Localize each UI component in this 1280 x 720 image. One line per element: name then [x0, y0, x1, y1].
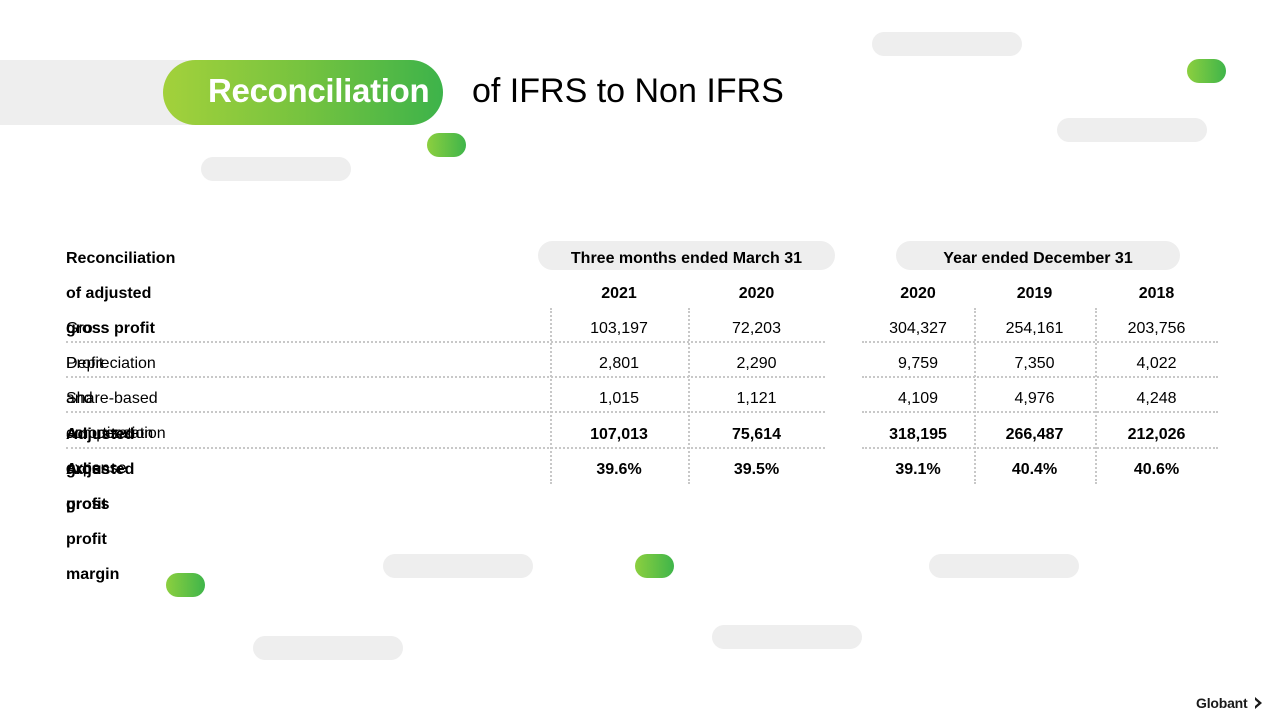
row-divider: [66, 447, 825, 449]
table-cell: 212,026: [1127, 426, 1186, 443]
group-header-three-months: Three months ended March 31: [538, 241, 835, 270]
page-title: of IFRS to Non IFRS: [472, 72, 784, 110]
table-heading: Reconciliation of adjusted gross profit: [66, 250, 176, 337]
globant-logo: Globant: [1196, 694, 1262, 712]
table-cell: 4,022: [1136, 355, 1177, 372]
decor-pill: [253, 636, 403, 660]
table-cell: 203,756: [1127, 320, 1186, 337]
table-cell: 1,015: [598, 390, 640, 407]
table-cell: 2,801: [598, 355, 640, 372]
row-divider: [862, 376, 1218, 378]
row-divider: [862, 447, 1218, 449]
row-divider: [66, 376, 825, 378]
table-cell: 2,290: [736, 355, 777, 372]
row-divider: [66, 341, 825, 343]
row-label: Depreciation and amortization expense: [66, 355, 156, 477]
column-header: 2021: [601, 285, 637, 302]
decor-pill: [383, 554, 533, 578]
table-cell: 107,013: [590, 426, 648, 443]
column-header: 2018: [1138, 285, 1175, 302]
table-cell: 9,759: [897, 355, 939, 372]
table-cell: 39.5%: [733, 461, 780, 478]
table-cell: 39.6%: [596, 461, 642, 478]
row-label: Adjusted gross profit margin: [66, 461, 135, 583]
table-cell: 40.4%: [1011, 461, 1058, 478]
column-divider: [688, 308, 690, 484]
table-cell: 254,161: [1005, 320, 1064, 337]
page-title-highlight: Reconciliation: [208, 72, 430, 109]
row-divider: [66, 411, 825, 413]
row-divider: [862, 411, 1218, 413]
table-cell: 318,195: [889, 426, 947, 443]
row-label: Adjusted gross profit: [66, 426, 135, 513]
table-cell: 7,350: [1014, 355, 1055, 372]
table-cell: 75,614: [732, 426, 781, 443]
decor-pill: [712, 625, 862, 649]
table-cell: 4,976: [1014, 390, 1055, 407]
table-cell: 4,109: [897, 390, 939, 407]
table-cell: 72,203: [732, 320, 781, 337]
table-cell: 39.1%: [895, 461, 941, 478]
table-cell: 266,487: [1005, 426, 1064, 443]
table-cell: 103,197: [590, 320, 648, 337]
table-cell: 304,327: [889, 320, 947, 337]
decor-pill-green: [635, 554, 674, 578]
decor-pill-green: [1187, 59, 1226, 83]
table-cell: 40.6%: [1133, 461, 1180, 478]
title-highlight-pill: [163, 60, 443, 125]
group-header-year: Year ended December 31: [896, 241, 1180, 270]
table-cell: 1,121: [736, 390, 777, 407]
row-label: Gross Profit: [66, 320, 109, 372]
decor-pill-green: [166, 573, 205, 597]
decor-pill: [1057, 118, 1207, 142]
decor-pill: [201, 157, 351, 181]
column-divider: [974, 308, 976, 484]
column-header: 2019: [1016, 285, 1053, 302]
column-divider: [1095, 308, 1097, 484]
table-cell: 4,248: [1136, 390, 1177, 407]
row-divider: [862, 341, 1218, 343]
row-label: Share-based compensation expense: [66, 390, 166, 477]
column-header: 2020: [900, 285, 936, 302]
column-header: 2020: [738, 285, 775, 302]
decor-pill: [929, 554, 1079, 578]
logo-text: Globant: [1196, 695, 1248, 711]
column-divider: [550, 308, 552, 484]
chevron-right-icon: [1255, 697, 1262, 709]
decor-pill: [872, 32, 1022, 56]
decor-pill-green: [427, 133, 466, 157]
